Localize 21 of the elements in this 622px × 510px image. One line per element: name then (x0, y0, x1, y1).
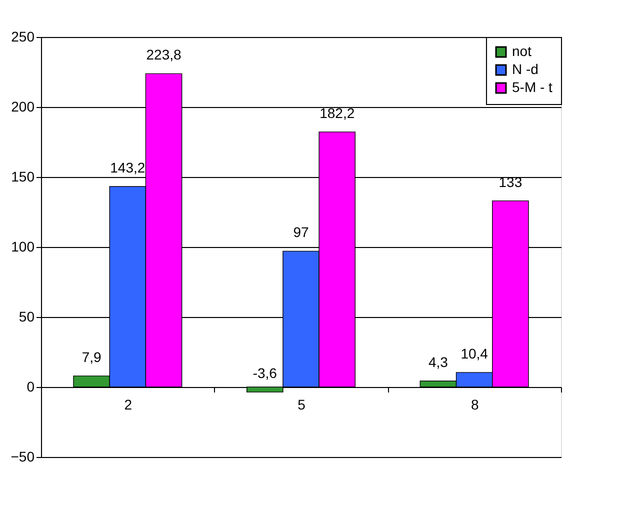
y-tick-label: 250 (11, 28, 35, 44)
data-label: 4,3 (428, 354, 448, 370)
data-label: 7,9 (82, 348, 102, 365)
legend-label: not (512, 43, 532, 59)
x-tick-label: 8 (470, 396, 479, 412)
y-tick-label: −50 (10, 448, 35, 464)
y-tick-label: 0 (26, 378, 35, 394)
y-tick-label: 100 (11, 238, 35, 254)
data-label: 10,4 (460, 345, 488, 362)
data-label: -3,6 (252, 365, 278, 382)
legend-label: 5-M - t (512, 79, 553, 95)
x-tick-label: 5 (298, 396, 306, 412)
legend-label: N -d (512, 61, 538, 77)
y-tick-label: 50 (18, 308, 35, 324)
data-label: 182,2 (320, 104, 355, 121)
data-label: 97 (293, 224, 309, 240)
data-label: 223,8 (146, 46, 182, 63)
y-tick-label: 150 (11, 168, 35, 184)
x-tick-label: 2 (124, 396, 132, 412)
data-label: 143,2 (110, 160, 146, 176)
y-tick-label: 200 (11, 98, 35, 114)
